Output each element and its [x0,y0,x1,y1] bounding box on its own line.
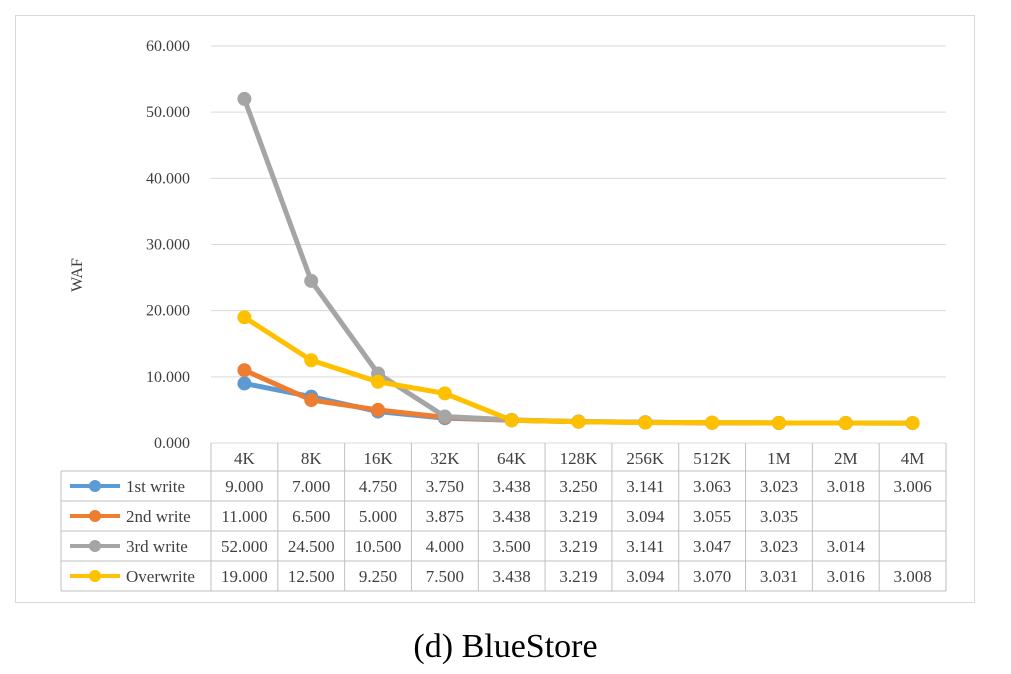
x-tick-label: 16K [363,449,393,468]
data-table-cell: 3.141 [626,537,664,556]
data-table-cell: 6.500 [292,507,330,526]
data-table-cell: 11.000 [221,507,267,526]
data-table-cell: 3.750 [426,477,464,496]
legend-key-marker [89,510,101,522]
data-table-cell: 3.023 [760,537,798,556]
data-table-cell: 3.500 [493,537,531,556]
data-point [771,415,786,430]
legend-key-marker [89,570,101,582]
y-tick-label: 20.000 [146,303,190,320]
data-table: 4K 8K 16K 32K 64K 128K 256K 512K 1M 2M 4M 1st write… [60,443,947,592]
data-point [304,273,319,288]
data-table-cell: 3.023 [760,477,798,496]
data-table-cell: 4.000 [426,537,464,556]
data-point [304,392,319,407]
series-line [241,96,849,426]
legend-key-marker [89,540,101,552]
data-table-cell: 3.018 [827,477,865,496]
data-table-cell: 5.000 [359,507,397,526]
data-point [905,416,920,431]
data-table-cell: 19.000 [221,567,268,586]
data-table-cell: 7.500 [426,567,464,586]
data-table-cell: 3.014 [827,537,866,556]
x-tick-label: 64K [497,449,527,468]
y-tick-label: 60.000 [146,38,190,55]
data-point [571,414,586,429]
data-table-cell: 3.438 [493,567,531,586]
data-point [705,415,720,430]
series-points [237,91,920,431]
data-table-cell: 3.219 [559,507,597,526]
data-point [237,91,252,106]
data-table-cell: 3.141 [626,477,664,496]
data-table-cell: 3.008 [893,567,931,586]
legend-series-name: 1st write [126,477,185,496]
data-point [638,415,653,430]
data-table-cell: 3.094 [626,507,665,526]
data-table-cell: 3.438 [493,477,531,496]
data-point [237,310,252,325]
x-tick-label: 2M [834,449,858,468]
series-lines [241,96,916,426]
data-point [237,376,252,391]
data-table-cell: 3.063 [693,477,731,496]
data-table-cell: 3.070 [693,567,731,586]
data-table-cell: 24.500 [288,537,335,556]
data-table-cell: 4.750 [359,477,397,496]
y-tick-label: 10.000 [146,369,190,386]
x-tick-label: 128K [560,449,599,468]
data-table-cell: 3.250 [559,477,597,496]
data-table-cell: 3.438 [493,507,531,526]
data-table-cell: 9.250 [359,567,397,586]
legend-series-name: 2nd write [126,507,191,526]
data-table-cell: 3.047 [693,537,732,556]
data-table-cell: 3.055 [693,507,731,526]
data-table-cell: 3.875 [426,507,464,526]
legend-key-marker [89,480,101,492]
data-table-cell: 3.035 [760,507,798,526]
data-table-cell: 7.000 [292,477,330,496]
y-tick-label: 50.000 [146,104,190,121]
data-table-cell: 10.500 [355,537,402,556]
x-tick-label: 1M [767,449,791,468]
y-tick-label: 40.000 [146,170,190,187]
data-point [437,409,452,424]
data-point [304,353,319,368]
chart-frame [15,15,975,603]
data-table-cell: 3.006 [893,477,931,496]
y-tick-label: 30.000 [146,237,190,254]
data-table-cell: 52.000 [221,537,268,556]
x-tick-label: 4K [234,449,256,468]
data-point [838,416,853,431]
data-point [371,374,386,389]
y-axis: 0.000 10.000 20.000 30.000 40.000 50.000 60.00… [146,38,190,452]
figure-caption: (d) BlueStore [413,628,598,665]
x-tick-label: 4M [901,449,925,468]
y-axis-label: WAF [69,258,86,292]
data-point [504,413,519,428]
data-table-cell: 3.016 [827,567,865,586]
data-point [237,363,252,378]
x-tick-label: 32K [430,449,460,468]
x-tick-label: 512K [693,449,732,468]
data-table-cell: 12.500 [288,567,335,586]
legend-series-name: 3rd write [126,537,188,556]
data-table-cell: 3.094 [626,567,665,586]
y-tick-label: 0.000 [154,435,190,452]
legend-series-name: Overwrite [126,567,195,586]
data-table-cell: 3.031 [760,567,798,586]
gridlines [211,45,946,444]
x-tick-label: 256K [626,449,665,468]
data-table-cell: 3.219 [559,567,597,586]
x-tick-label: 8K [301,449,323,468]
data-point [371,402,386,417]
data-table-cell: 3.219 [559,537,597,556]
data-point [437,386,452,401]
data-table-cell: 9.000 [225,477,263,496]
